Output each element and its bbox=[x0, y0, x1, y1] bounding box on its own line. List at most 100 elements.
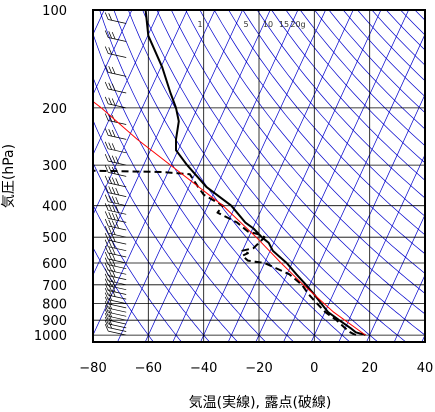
wind-barb-feather bbox=[108, 176, 113, 184]
y-tick-label: 800 bbox=[42, 298, 67, 313]
mixing-ratio-labels: 1 5 10 15 20g bbox=[197, 20, 305, 29]
wind-barb-staff bbox=[108, 225, 127, 231]
isotherm-line bbox=[93, 10, 216, 276]
wind-barb-feather bbox=[104, 65, 109, 73]
x-tick-label: −60 bbox=[135, 361, 162, 376]
dry-adiabat-line bbox=[93, 32, 294, 342]
mixing-ratio-label: 1 bbox=[197, 20, 202, 29]
dry-adiabat-line bbox=[93, 204, 182, 342]
wind-barb-feather bbox=[104, 96, 109, 105]
wind-barb-feather bbox=[104, 226, 109, 234]
isotherm-line bbox=[255, 10, 409, 342]
wind-barb-feather bbox=[111, 289, 116, 297]
wind-barb-feather bbox=[108, 226, 113, 235]
wind-barb-feather bbox=[104, 323, 109, 332]
y-tick-label: 500 bbox=[42, 231, 67, 246]
y-tick-label: 300 bbox=[42, 159, 67, 174]
y-tick-label: 1000 bbox=[34, 329, 67, 344]
wind-barb-staff bbox=[108, 330, 127, 336]
wind-barb-feather bbox=[108, 317, 113, 325]
dry-adiabat-lines bbox=[93, 10, 425, 342]
wind-barb-feather bbox=[108, 195, 113, 203]
wind-barb-feather bbox=[104, 175, 109, 184]
wind-barb-feather bbox=[111, 66, 116, 75]
dry-adiabat-line bbox=[285, 10, 425, 164]
wind-barb-feather bbox=[104, 268, 109, 276]
x-tick-label: 20 bbox=[361, 361, 378, 376]
wind-barb-feather bbox=[115, 205, 120, 213]
parcel-line bbox=[93, 100, 366, 336]
wind-barb-feather bbox=[108, 246, 113, 254]
wind-barb-feather bbox=[104, 278, 109, 286]
wind-barb-staff bbox=[108, 252, 127, 258]
wind-barb-feather bbox=[108, 301, 113, 310]
plot-frame bbox=[92, 9, 426, 343]
wind-barbs bbox=[104, 0, 127, 336]
dry-adiabat-line bbox=[228, 10, 425, 236]
dewpoint-line bbox=[93, 169, 357, 336]
wind-barb-feather bbox=[108, 212, 113, 220]
x-tick-labels: −80 −60 −40 −20 0 20 40 bbox=[79, 361, 433, 376]
isotherm-line bbox=[93, 10, 160, 156]
x-tick-label: 40 bbox=[417, 361, 434, 376]
wind-barb-feather bbox=[108, 31, 113, 39]
wind-barb-staff bbox=[108, 172, 127, 177]
wind-barb-staff bbox=[108, 264, 127, 270]
wind-barb-feather bbox=[111, 98, 116, 106]
wind-barb-feather bbox=[108, 233, 113, 242]
wind-barb-feather bbox=[104, 194, 109, 202]
wind-barb-feather bbox=[115, 187, 120, 196]
wind-barb-feather bbox=[104, 257, 109, 265]
wind-barb-feather bbox=[108, 142, 113, 150]
wind-barb-feather bbox=[111, 227, 116, 235]
dry-adiabat-line bbox=[93, 119, 238, 342]
wind-barb-feather bbox=[111, 212, 116, 221]
wind-barb-feather bbox=[104, 232, 109, 241]
dry-adiabat-line bbox=[93, 161, 210, 342]
isotherm-line bbox=[144, 10, 299, 342]
wind-barb-feather bbox=[104, 309, 109, 317]
wind-barb-staff bbox=[108, 120, 127, 125]
wind-barb-feather bbox=[108, 219, 113, 227]
wind-barb-feather bbox=[104, 316, 109, 325]
wind-barb-feather bbox=[104, 141, 109, 149]
y-tick-label: 700 bbox=[42, 279, 67, 294]
wind-barb-feather bbox=[111, 177, 116, 185]
isotherm-line bbox=[227, 10, 382, 342]
wind-barb-feather bbox=[108, 313, 113, 322]
wind-barb-staff bbox=[108, 307, 127, 313]
y-tick-label: 600 bbox=[42, 257, 67, 272]
wind-barb-feather bbox=[108, 297, 113, 305]
wind-barb-staff bbox=[108, 19, 127, 24]
wind-barb-feather bbox=[115, 196, 120, 205]
wind-barb-staff bbox=[108, 275, 127, 280]
wind-barb-feather bbox=[111, 31, 116, 40]
wind-barb-staff bbox=[108, 327, 127, 332]
wind-barb-feather bbox=[104, 113, 109, 121]
y-axis-title: 気圧(hPa) bbox=[1, 144, 17, 208]
wind-barb-feather bbox=[104, 273, 109, 281]
isotherm-line bbox=[393, 274, 425, 342]
wind-barb-feather bbox=[104, 46, 109, 54]
isotherm-line bbox=[310, 93, 425, 342]
wind-barb-feather bbox=[104, 239, 109, 247]
wind-barb-staff bbox=[108, 135, 127, 140]
isotherm-line bbox=[283, 33, 425, 342]
wind-barb-feather bbox=[108, 293, 113, 301]
dry-adiabat-line bbox=[400, 10, 425, 36]
wind-barb-feather bbox=[108, 66, 113, 74]
dry-adiabat-line bbox=[271, 10, 425, 181]
dry-adiabat-line bbox=[385, 10, 425, 51]
dry-adiabat-line bbox=[156, 10, 425, 336]
wind-barb-feather bbox=[104, 128, 109, 136]
wind-barb-staff bbox=[108, 303, 127, 309]
wind-barb-staff bbox=[108, 311, 127, 317]
isotherm-line bbox=[93, 10, 133, 96]
wind-barb-staff bbox=[108, 148, 127, 154]
mixing-ratio-label: 5 bbox=[243, 20, 248, 29]
wind-barb-feather bbox=[108, 309, 113, 318]
wind-barb-feather bbox=[105, 0, 108, 6]
plot-area bbox=[93, 0, 425, 342]
